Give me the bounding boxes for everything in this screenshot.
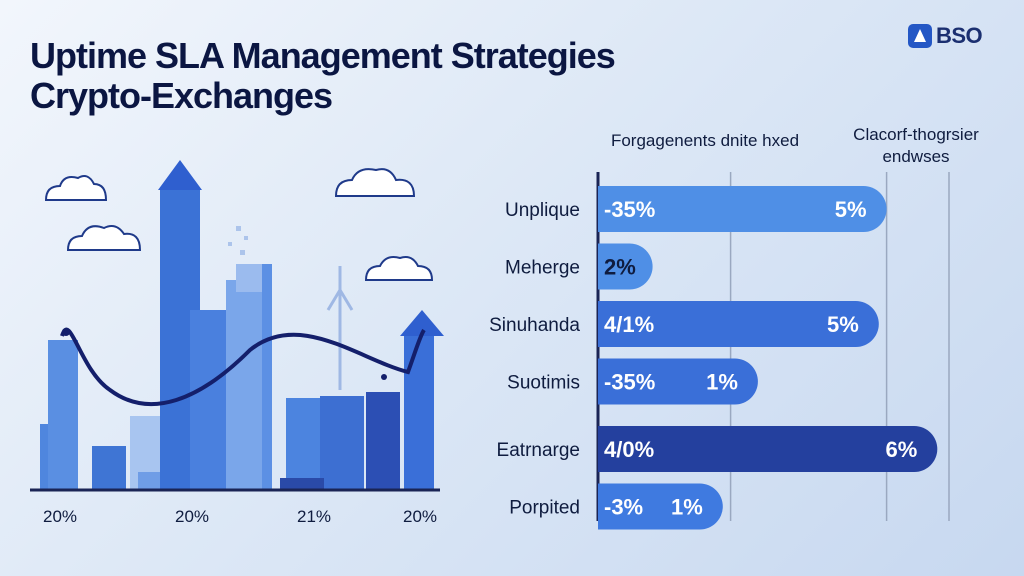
cloud-icon [66,225,142,251]
column-header: Clacorf-thogrsier [853,125,979,144]
bar-label-right: 6% [886,437,918,462]
bottom-label: 20% [43,507,77,526]
bar [598,301,879,347]
arrow-up-icon [400,310,444,336]
wind-turbine-icon [326,266,354,390]
category-label: Unplique [505,200,580,221]
bar-label-left: -35% [604,197,655,222]
bar-label-left: -3% [604,495,643,520]
category-label: Sinuhanda [489,315,580,336]
bar-label-left: 4/1% [604,312,654,337]
column-header: endwses [882,147,949,166]
logo: BSO [908,22,983,50]
bar-chart: Forgagenents dnite hxed Clacorf-thogrsie… [489,125,979,530]
bar-label-right: 1% [706,370,738,395]
bar-label-left: 4/0% [604,437,654,462]
bottom-label: 20% [403,507,437,526]
title-line-1: Uptime SLA Management Strategies [30,35,616,76]
column-group [40,188,434,490]
category-label: Porpited [509,498,580,519]
bar-label-right: 5% [827,312,859,337]
bottom-label: 20% [175,507,209,526]
bar-label-left: -35% [604,370,655,395]
category-label: Meherge [505,258,580,279]
bar [598,483,723,530]
bottom-label: 21% [297,507,331,526]
bar-base [598,243,621,290]
bar-label-right: 1% [671,495,703,520]
category-label: Eatrnarge [497,440,580,461]
left-illustration: 20% 20% 21% 20% [30,160,444,526]
bar-label-left: 2% [604,255,636,280]
column-header: Forgagenents dnite hxed [611,131,799,150]
trend-curve [60,327,426,406]
bar [598,358,758,405]
bar-label-right: 5% [835,197,867,222]
bar-base [598,483,621,530]
bar-base [598,186,621,232]
cloud-icon [44,175,108,201]
cloud-icon [334,168,416,197]
page-title: Uptime SLA Management Strategies Crypto-… [30,36,690,116]
bar [598,186,887,232]
arrow-up-icon [158,160,202,190]
logo-icon [908,24,932,48]
title-line-2: Crypto-Exchanges [30,75,333,116]
bar [598,426,938,472]
cloud-icon [364,256,434,281]
bar-base [598,358,621,405]
bar-base [598,426,621,472]
category-label: Suotimis [507,373,580,394]
bar-base [598,301,621,347]
logo-text: BSO [936,23,983,48]
